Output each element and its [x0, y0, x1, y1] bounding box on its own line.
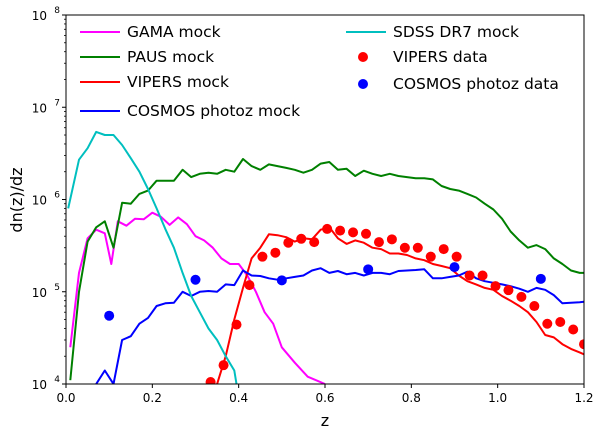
data-point-vipers-data — [335, 225, 346, 236]
y-tick-exponent: 4 — [54, 375, 60, 385]
data-point-vipers-data — [373, 237, 384, 248]
x-tick-label: 0.4 — [229, 391, 248, 405]
x-tick-label: 0.0 — [56, 391, 75, 405]
data-point-vipers-data — [542, 318, 553, 329]
y-axis-ticks: 10 4 10 5 10 6 10 7 10 8 — [32, 6, 66, 392]
series-line-paus-mock — [69, 158, 584, 381]
data-point-vipers-data — [425, 251, 436, 262]
legend-label-vipers-data: VIPERS data — [393, 48, 488, 66]
series-line-cosmos-photoz-mock — [95, 267, 584, 384]
legend-label-sdss-dr7-mock: SDSS DR7 mock — [393, 23, 519, 41]
data-point-vipers-data — [579, 339, 584, 350]
y-axis-label: dn(z)/dz — [7, 167, 26, 232]
series-line-sdss-dr7-mock — [67, 130, 238, 384]
data-point-vipers-data — [464, 270, 475, 281]
series-line-gama-mock — [69, 211, 326, 384]
data-point-cosmos-photoz-data — [276, 275, 287, 286]
x-tick-label: 1.0 — [488, 391, 507, 405]
data-point-vipers-data — [490, 281, 501, 292]
data-point-vipers-data — [257, 251, 268, 262]
data-point-vipers-data — [438, 244, 449, 255]
data-point-vipers-data — [244, 280, 255, 291]
data-point-vipers-data — [503, 285, 514, 296]
legend-swatch-vipers-data — [358, 52, 368, 62]
data-point-vipers-data — [270, 247, 281, 258]
x-tick-label: 0.2 — [143, 391, 162, 405]
data-point-vipers-data — [348, 227, 359, 238]
y-tick-exponent: 8 — [54, 6, 60, 16]
series-line-vipers-mock — [216, 226, 584, 384]
data-point-vipers-data — [205, 377, 216, 384]
data-point-vipers-data — [231, 319, 242, 330]
data-point-vipers-data — [309, 237, 320, 248]
data-point-vipers-data — [322, 223, 333, 234]
legend-swatch-cosmos-photoz-data — [358, 79, 368, 89]
plot-series-layer — [67, 130, 584, 384]
data-point-vipers-data — [283, 237, 294, 248]
legend-label-cosmos-photoz-mock: COSMOS photoz mock — [127, 102, 300, 120]
legend: GAMA mock PAUS mock VIPERS mock COSMOS phot… — [80, 23, 559, 120]
legend-label-vipers-mock: VIPERS mock — [127, 73, 229, 91]
data-point-vipers-data — [412, 242, 423, 253]
data-point-cosmos-photoz-data — [535, 273, 546, 284]
legend-label-cosmos-photoz-data: COSMOS photoz data — [393, 75, 559, 93]
data-point-cosmos-photoz-data — [363, 264, 374, 275]
legend-label-gama-mock: GAMA mock — [127, 23, 221, 41]
x-axis-label: z — [321, 411, 329, 430]
data-point-vipers-data — [218, 360, 229, 371]
data-point-vipers-data — [386, 234, 397, 245]
y-tick-label: 10 — [32, 9, 47, 23]
y-tick-exponent: 5 — [54, 283, 60, 293]
data-point-vipers-data — [399, 242, 410, 253]
data-point-cosmos-photoz-data — [449, 262, 460, 273]
x-tick-label: 0.6 — [315, 391, 334, 405]
y-tick-exponent: 6 — [54, 191, 60, 201]
y-tick-label: 10 — [32, 194, 47, 208]
x-axis-ticks: 0.0 0.2 0.4 0.6 0.8 1.0 1.2 — [56, 384, 594, 405]
data-point-vipers-data — [516, 291, 527, 302]
y-tick-label: 10 — [32, 286, 47, 300]
data-point-vipers-data — [555, 316, 566, 327]
data-point-vipers-data — [451, 251, 462, 262]
data-point-cosmos-photoz-data — [104, 310, 115, 321]
y-tick-label: 10 — [32, 101, 47, 115]
x-tick-label: 1.2 — [574, 391, 593, 405]
data-point-vipers-data — [568, 324, 579, 335]
legend-label-paus-mock: PAUS mock — [127, 48, 214, 66]
x-tick-label: 0.8 — [402, 391, 421, 405]
data-point-vipers-data — [529, 301, 540, 312]
y-tick-exponent: 7 — [54, 98, 60, 108]
data-point-cosmos-photoz-data — [190, 274, 201, 285]
data-point-vipers-data — [361, 228, 372, 239]
data-point-vipers-data — [477, 270, 488, 281]
data-point-vipers-data — [296, 233, 307, 244]
y-tick-label: 10 — [32, 378, 47, 392]
plot-frame — [65, 14, 585, 385]
